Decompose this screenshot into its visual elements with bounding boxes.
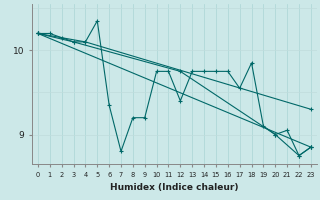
X-axis label: Humidex (Indice chaleur): Humidex (Indice chaleur): [110, 183, 239, 192]
